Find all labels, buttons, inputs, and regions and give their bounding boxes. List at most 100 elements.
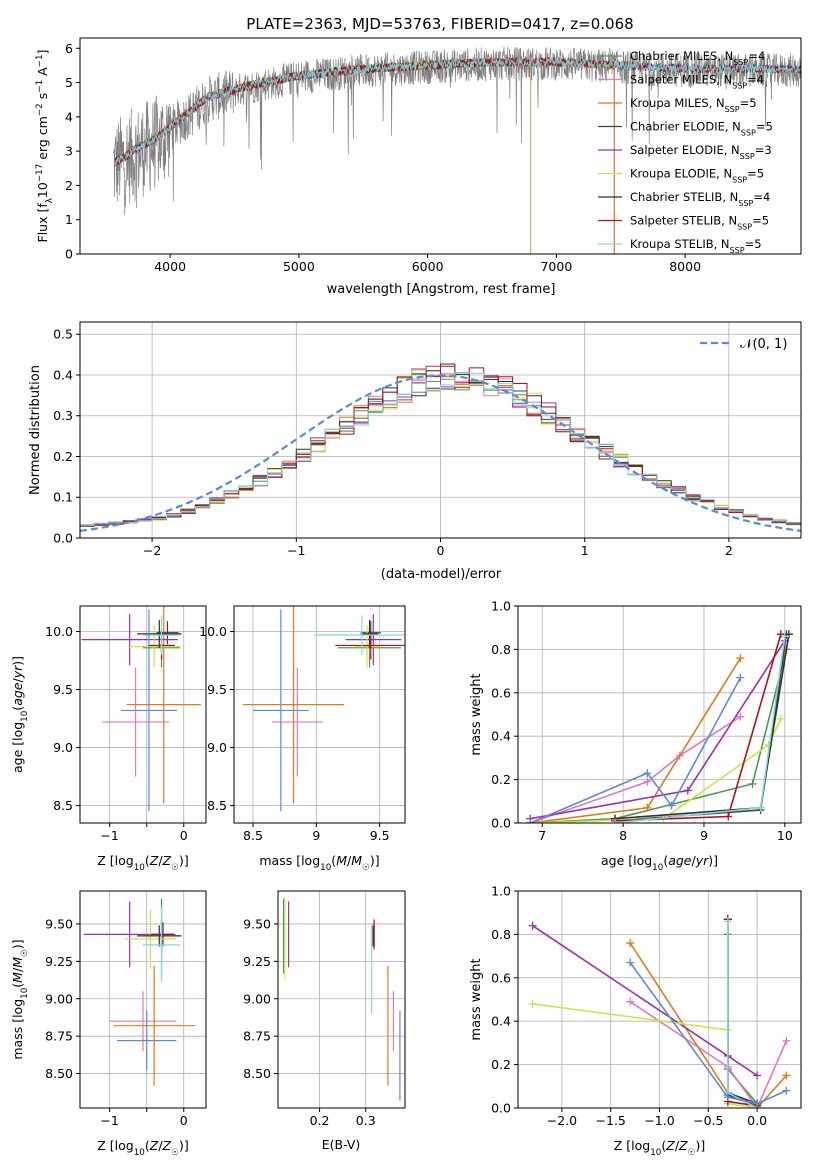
mass-weight-line <box>530 718 782 823</box>
x-tick-label: 5000 <box>283 259 315 274</box>
plot-area <box>80 606 206 823</box>
data-point-marker <box>643 769 652 778</box>
x-tick-label: −1 <box>287 543 305 558</box>
error-bar <box>126 606 201 804</box>
spectrum-panel: 4000 5000 6000 7000 8000 0 1 2 3 4 5 6 Chabrier MILE… <box>35 37 802 297</box>
axes-frame <box>277 890 406 1109</box>
legend-entry: Kroupa MILES, NSSP=5 <box>598 96 757 114</box>
y-tick-label: 0.3 <box>53 408 73 423</box>
y-tick-label: 1.0 <box>491 884 511 899</box>
y-tick-label: 8.75 <box>243 1029 271 1044</box>
y-tick-label: 0.4 <box>53 367 73 382</box>
x-tick-label: −2.0 <box>547 1113 577 1128</box>
legend-label: Kroupa ELODIE, NSSP=5 <box>630 167 764 185</box>
axes-frame <box>79 890 207 1109</box>
error-bar <box>124 908 177 969</box>
plot-content <box>80 363 801 538</box>
x-axis-label: mass [log10(M/M☉)] <box>259 853 379 873</box>
data-point-marker <box>723 917 732 926</box>
mass-weight-line <box>629 1001 788 1108</box>
x-tick-label: −1.0 <box>644 1113 674 1128</box>
x-axis-label: Z [log10(Z/Z☉)] <box>97 1138 189 1158</box>
x-tick-label: −0.5 <box>693 1113 723 1128</box>
plot-content <box>242 606 405 812</box>
x-tick-label: 4000 <box>154 259 186 274</box>
y-tick-label: 0.0 <box>491 816 511 831</box>
data-point-marker <box>724 812 733 821</box>
x-tick-label: −1 <box>100 1113 118 1128</box>
x-axis-label: (data-model)/error <box>381 567 502 582</box>
y-axis-label: Flux [fλ10−17 erg cm−2 s−1 A−1] <box>35 50 55 243</box>
data-point-marker <box>626 958 635 967</box>
y-tick-label: 0.2 <box>491 1057 511 1072</box>
data-point-marker <box>782 1036 791 1045</box>
y-tick-label: 8.75 <box>45 1029 73 1044</box>
x-tick-label: 6000 <box>412 259 444 274</box>
y-tick-label: 0.2 <box>491 772 511 787</box>
axes-frame <box>79 605 207 824</box>
data-point-marker <box>528 921 537 930</box>
data-point-marker <box>526 819 535 823</box>
mass-weight-vs-age-panel: 7 8 9 10 0.0 0.2 0.4 0.6 0.8 1.0 age [log10(age/yr… <box>469 599 802 873</box>
error-bar <box>137 619 182 648</box>
y-tick-label: 2 <box>65 178 73 193</box>
data-point-marker <box>528 999 537 1008</box>
y-tick-label: 0.4 <box>491 729 511 744</box>
error-bar <box>354 625 380 668</box>
legend-label: Chabrier MILES, NSSP=4 <box>630 49 765 67</box>
x-tick-label: 10 <box>777 828 793 843</box>
plot-content <box>81 606 201 812</box>
x-tick-label: −2 <box>143 543 161 558</box>
plot-content <box>83 898 195 1086</box>
error-bar <box>360 619 379 648</box>
error-bar <box>137 925 182 947</box>
mass-weight-line <box>529 677 742 823</box>
y-tick-label: 0.6 <box>491 970 511 985</box>
plot-content <box>282 898 401 1101</box>
y-tick-label: 0.6 <box>491 685 511 700</box>
y-axis-label: mass weight <box>469 673 484 755</box>
model-spectrum-line <box>114 56 801 254</box>
histogram-steps <box>80 372 801 538</box>
data-point-marker <box>784 630 793 639</box>
mass-vs-ebv-panel: 0.2 0.3 8.50 8.75 9.00 9.25 9.50 E(B-V) <box>243 890 406 1152</box>
x-axis-label: Z [log10(Z/Z☉)] <box>97 853 189 873</box>
x-tick-label: −1 <box>100 828 118 843</box>
data-point-marker <box>782 1086 791 1095</box>
data-point-marker <box>611 819 620 823</box>
legend-entry: Chabrier MILES, NSSP=4 <box>598 49 765 67</box>
x-tick-label: 0 <box>180 1113 188 1128</box>
x-tick-label: 0.3 <box>356 1113 376 1128</box>
data-point-marker <box>756 803 765 812</box>
y-axis-label: Normed distribution <box>28 365 43 495</box>
error-bar <box>128 625 181 668</box>
figure-title: PLATE=2363, MJD=53763, FIBERID=0417, z=0… <box>246 15 633 33</box>
y-tick-label: 8.5 <box>207 798 227 813</box>
plot-content <box>526 630 793 823</box>
data-point-marker <box>782 1071 791 1080</box>
x-tick-label: 9 <box>312 828 320 843</box>
error-bar <box>117 1010 177 1071</box>
error-bar <box>113 965 195 1086</box>
data-point-marker <box>723 1093 732 1102</box>
error-bar <box>335 631 405 660</box>
axes-frame <box>79 37 802 255</box>
error-bar <box>143 907 181 983</box>
data-point-marker <box>748 779 757 788</box>
y-tick-label: 1 <box>65 212 73 227</box>
residuals-panel: −2 −1 0 1 2 0.0 0.1 0.2 0.3 0.4 0.5 𝒩(0, 1) (data-mo… <box>28 321 802 582</box>
y-tick-label: 0.8 <box>491 927 511 942</box>
legend-label: Kroupa STELIB, NSSP=5 <box>630 237 762 255</box>
data-point-marker <box>776 714 785 723</box>
y-tick-label: 9.5 <box>207 682 227 697</box>
error-bar <box>120 609 178 812</box>
y-tick-label: 0.5 <box>53 327 73 342</box>
age-vs-mass-panel: 8.5 9 9.5 8.5 9.0 9.5 10.0 mass [log10(M/M☉)] <box>199 605 406 873</box>
x-tick-label: −1.5 <box>596 1113 626 1128</box>
x-tick-label: 7000 <box>540 259 572 274</box>
legend-label: Salpeter ELODIE, NSSP=3 <box>630 143 772 161</box>
axes-frame <box>517 605 802 824</box>
x-tick-label: 2 <box>725 543 733 558</box>
error-bar <box>345 614 402 666</box>
